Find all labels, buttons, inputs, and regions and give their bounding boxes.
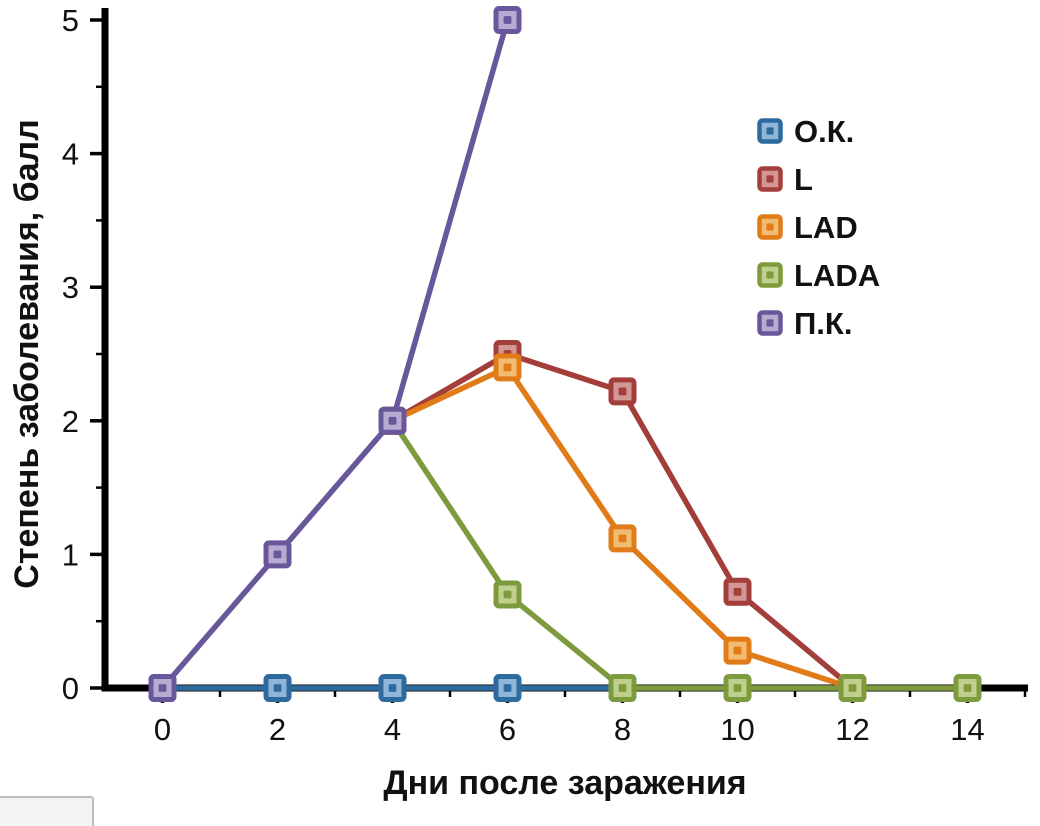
svg-text:4: 4 [384,712,401,747]
legend: О.К. L LAD LADA П.К. [757,114,880,341]
svg-text:5: 5 [62,3,79,38]
svg-text:П.К.: П.К. [794,306,852,341]
svg-text:2: 2 [269,712,286,747]
svg-text:LADA: LADA [794,258,880,293]
svg-text:12: 12 [835,712,869,747]
legend-item-LAD: LAD [757,210,858,245]
legend-item-L: L [757,162,813,197]
cropped-overlay-fragment [0,796,94,826]
legend-item-О.К.: О.К. [757,114,854,149]
svg-text:Дни после заражения: Дни после заражения [383,764,746,802]
svg-text:8: 8 [614,712,631,747]
series-П.К. [148,6,522,702]
legend-item-LADA: LADA [757,258,880,293]
svg-text:0: 0 [154,712,171,747]
legend-item-П.К.: П.К. [757,306,852,341]
svg-text:2: 2 [62,404,79,439]
svg-text:1: 1 [62,537,79,572]
svg-text:10: 10 [720,712,754,747]
series-О.К. [148,674,637,702]
series-L [378,340,867,702]
svg-text:0: 0 [62,671,79,706]
svg-text:L: L [794,162,813,197]
svg-text:3: 3 [62,270,79,305]
svg-text:6: 6 [499,712,516,747]
axis-titles: Дни после заражения Степень заболевания, … [8,119,747,802]
svg-text:LAD: LAD [794,210,858,245]
series-LAD [378,353,867,702]
svg-text:О.К.: О.К. [794,114,854,149]
svg-text:4: 4 [62,137,79,172]
series-LADA [378,406,982,702]
svg-text:Степень заболевания, балл: Степень заболевания, балл [8,119,46,588]
svg-text:14: 14 [950,712,984,747]
